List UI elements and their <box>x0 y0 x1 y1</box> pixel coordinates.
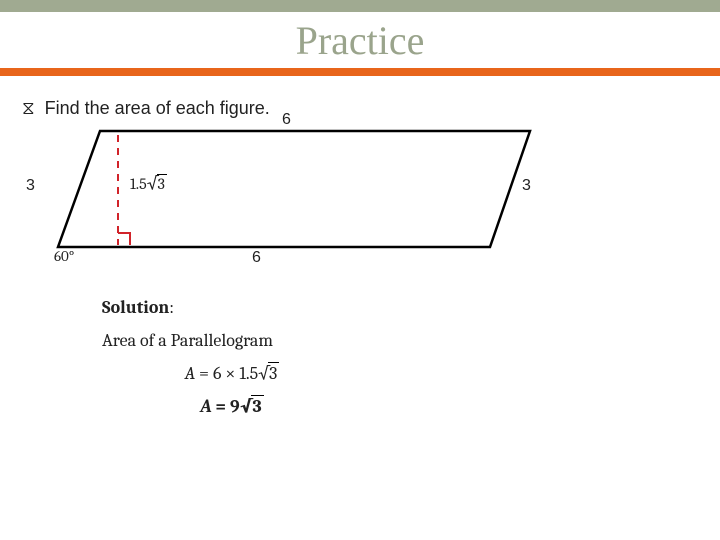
label-right-side: 3 <box>522 177 531 195</box>
formula-lhs: A <box>185 363 195 384</box>
formula-h-coef: 1.5 <box>239 363 258 384</box>
solution-subheading: Area of a Parallelogram <box>102 330 698 351</box>
label-top: 6 <box>282 111 291 129</box>
header-band-top <box>0 0 720 12</box>
slide: Practice ⧖ Find the area of each figure.… <box>0 0 720 540</box>
sqrt-icon: √3 <box>240 396 264 417</box>
height-radicand: 3 <box>157 174 167 193</box>
label-left-side: 3 <box>26 177 35 195</box>
header: Practice <box>0 0 720 76</box>
label-bottom: 6 <box>252 249 261 267</box>
solution-heading: Solution: <box>102 297 698 318</box>
content-area: ⧖ Find the area of each figure. 6 6 3 3 … <box>22 98 698 429</box>
solution-formula: A = 6 × 1.5√3 <box>102 363 362 384</box>
figure-svg <box>22 119 582 289</box>
slide-title: Practice <box>296 17 425 64</box>
header-band-middle: Practice <box>0 12 720 68</box>
solution-result: A = 9√3 <box>102 396 362 417</box>
sqrt-icon: √3 <box>258 363 279 384</box>
parallelogram-shape <box>58 131 530 247</box>
label-angle: 60° <box>54 247 74 265</box>
formula-h-radicand: 3 <box>268 362 279 384</box>
result-lhs: A <box>200 396 211 417</box>
prompt-text: Find the area of each figure. <box>45 98 270 119</box>
result-coef: 9 <box>230 396 240 417</box>
right-angle-icon <box>118 233 130 245</box>
sqrt-icon: √3 <box>147 173 167 194</box>
bullet-icon: ⧖ <box>22 98 35 119</box>
result-eq: = <box>211 396 230 417</box>
solution-heading-text: Solution <box>102 297 169 318</box>
solution-block: Solution: Area of a Parallelogram A = 6 … <box>102 297 698 417</box>
formula-times: × <box>221 363 239 384</box>
parallelogram-figure: 6 6 3 3 60° 1.5√3 <box>22 119 582 289</box>
height-coef: 1.5 <box>130 175 147 193</box>
formula-eq: = <box>195 363 213 384</box>
prompt-row: ⧖ Find the area of each figure. <box>22 98 698 119</box>
header-band-bottom <box>0 68 720 76</box>
label-height: 1.5√3 <box>130 173 167 194</box>
result-radicand: 3 <box>251 395 263 417</box>
